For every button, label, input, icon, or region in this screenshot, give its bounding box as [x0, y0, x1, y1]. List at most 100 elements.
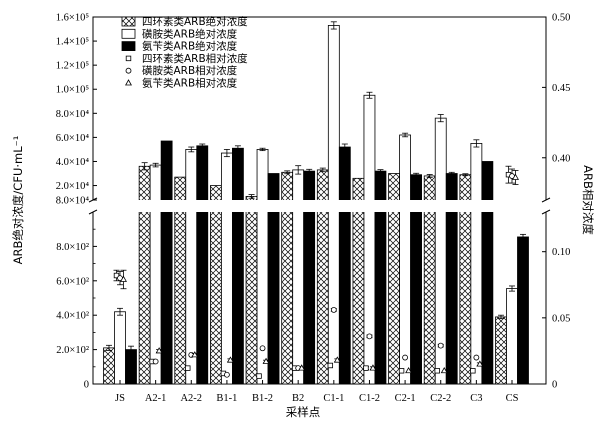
- x-tick-label: A2-1: [145, 393, 167, 404]
- right-tick-label: 0.40: [552, 153, 570, 164]
- legend-label: 四环素类ARB绝对浓度: [142, 15, 248, 28]
- bar-hatch-B1-2: [245, 195, 258, 385]
- x-tick-label: B2: [292, 393, 304, 404]
- bar-hatch-CS: [495, 316, 507, 385]
- legend-label: 磺胺类ARB绝对浓度: [142, 27, 238, 40]
- point-circle-B1-1: [224, 371, 230, 378]
- right-tick-label: 0.05: [552, 313, 570, 324]
- right-axis-title: ARB相对浓度: [581, 165, 595, 235]
- point-circle-C2-1: [402, 354, 408, 361]
- legend-swatch: [121, 28, 136, 39]
- right-tick-label: 0.45: [552, 83, 570, 94]
- bar-hatch-A2-1: [138, 165, 151, 385]
- legend-marker-circle: [125, 67, 132, 74]
- left-tick-label: 4.0×10⁴: [56, 157, 90, 168]
- points-layer: [113, 165, 519, 379]
- break-mark: [88, 209, 98, 215]
- x-tick-label: C1-1: [323, 393, 344, 404]
- point-square-C1-1: [327, 362, 334, 369]
- point-triangle-C2-2: [440, 366, 448, 374]
- bar-white-A2-2: [185, 149, 198, 385]
- point-triangle-JS: [120, 275, 127, 282]
- point-circle-A2-1: [152, 358, 159, 365]
- point-triangle-C1-2: [369, 364, 377, 371]
- break-mark: [541, 209, 551, 215]
- x-tick-label: A2-2: [180, 393, 202, 404]
- point-square-A2-2: [185, 365, 191, 371]
- x-tick-label: CS: [506, 393, 519, 404]
- left-tick-label: 1.2×10⁵: [56, 61, 90, 72]
- x-tick-label: C2-1: [395, 393, 416, 404]
- point-circle-C2-2: [437, 342, 444, 349]
- break-mark: [541, 197, 551, 203]
- legend-marker-square: [125, 55, 132, 62]
- point-triangle-B2: [298, 364, 306, 371]
- bars-layer: [103, 21, 529, 385]
- left-tick-label: 0: [84, 380, 89, 391]
- x-tick-label: C3: [470, 393, 482, 404]
- left-tick-label: 8.0×10²: [56, 242, 89, 253]
- bar-hatch-B1-1: [210, 185, 222, 385]
- point-triangle-C1-1: [333, 356, 341, 363]
- bar-white-CS: [506, 288, 518, 385]
- bar-black-B1-2: [267, 173, 280, 385]
- legend-label: 四环素类ARB相对浓度: [142, 52, 248, 65]
- point-circle-B1-2: [259, 345, 266, 352]
- bar-hatch-JS: [103, 347, 115, 385]
- x-tick-label: B1-2: [252, 393, 273, 404]
- bar-black-A2-2: [196, 145, 209, 385]
- legend-swatch: [121, 41, 136, 51]
- axis-break: [87, 197, 552, 215]
- bar-white-C3: [470, 143, 483, 385]
- right-tick-label: 0: [552, 380, 557, 391]
- bar-black-JS: [125, 349, 137, 385]
- point-square-C2-2: [434, 368, 440, 374]
- left-tick-label: 6.0×10⁴: [56, 133, 90, 144]
- bar-black-CS: [517, 236, 529, 385]
- point-square-C1-2: [363, 365, 369, 371]
- point-circle-C3: [473, 354, 480, 361]
- point-circle-C1-1: [330, 307, 337, 313]
- point-triangle-B1-2: [262, 357, 270, 364]
- x-tick-label: B1-1: [216, 393, 237, 404]
- legend-swatch: [121, 16, 136, 27]
- right-axis: 0 0.05 0.10 0.40 0.45 0.50: [542, 13, 570, 391]
- legend-label: 氨苄类ARB相对浓度: [142, 77, 238, 90]
- left-tick-label: 8.0×10⁴: [56, 196, 90, 207]
- bar-white-C1-2: [363, 94, 376, 385]
- left-tick-label: 6.0×10²: [56, 276, 89, 287]
- right-tick-label: 0.50: [552, 13, 570, 24]
- point-circle-C1-2: [366, 333, 373, 340]
- bar-black-A2-1: [160, 140, 173, 385]
- bar-white-JS: [114, 311, 126, 385]
- x-tick-label: C1-2: [359, 393, 380, 404]
- left-tick-label: 1.4×10⁵: [56, 37, 90, 48]
- legend-label: 磺胺类ARB相对浓度: [142, 64, 238, 77]
- bar-black-C1-1: [338, 146, 351, 385]
- left-tick-label: 2.0×10²: [56, 345, 89, 356]
- x-axis: JS A2-1 A2-2 B1-1 B1-2 B2 C1-1 C1-2 C2-1 C2-2 C3 CS: [115, 380, 519, 404]
- point-triangle-C3: [476, 360, 484, 367]
- point-square-C3: [470, 368, 476, 374]
- bar-black-B1-1: [232, 147, 244, 385]
- legend-marker-triangle: [125, 79, 132, 86]
- left-tick-label: 1.6×10⁵: [56, 13, 90, 24]
- left-tick-label: 4.0×10²: [56, 311, 89, 322]
- break-band: [87, 200, 552, 212]
- point-triangle-A2-2: [191, 351, 199, 358]
- bar-white-B1-1: [221, 152, 233, 385]
- point-square-C2-1: [398, 368, 405, 374]
- left-tick-label: 2.0×10⁴: [56, 181, 90, 192]
- left-tick-label: 8.0×10⁴: [56, 109, 90, 120]
- point-triangle-B1-1: [226, 356, 234, 363]
- x-axis-title: 采样点: [286, 405, 321, 419]
- point-square-JS: [113, 272, 120, 279]
- legend: 四环素类ARB绝对浓度磺胺类ARB绝对浓度氨苄类ARB绝对浓度四环素类ARB相对…: [121, 15, 248, 90]
- point-square-B1-2: [256, 373, 262, 379]
- left-tick-label: 1.0×10⁵: [56, 85, 90, 96]
- legend-label: 氨苄类ARB绝对浓度: [142, 40, 238, 53]
- point-triangle-A2-1: [155, 347, 163, 354]
- right-tick-label: 0.10: [552, 247, 570, 258]
- left-axis: 0 2.0×10² 4.0×10² 6.0×10² 8.0×10² 8.0×10⁴ 2.0×…: [56, 13, 97, 391]
